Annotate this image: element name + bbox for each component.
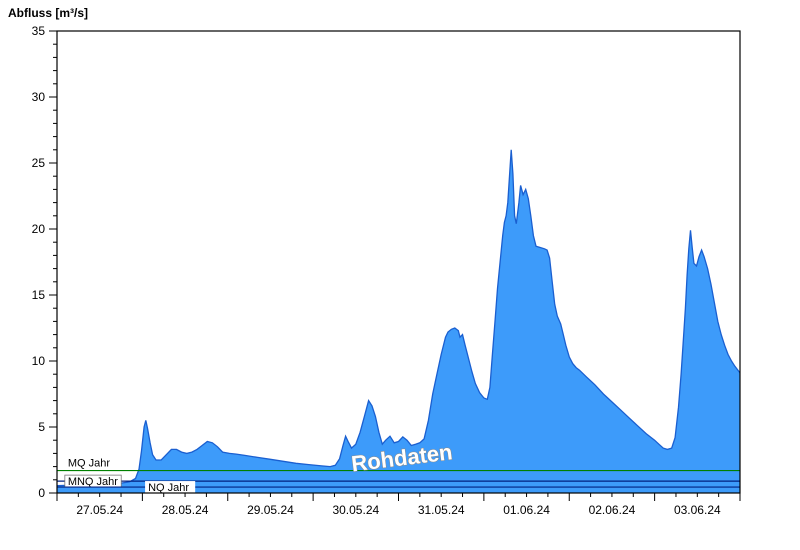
- x-tick-label: 31.05.24: [418, 503, 465, 517]
- reference-line-mq-jahr: MQ Jahr: [57, 456, 740, 472]
- y-tick-label: 25: [32, 156, 46, 170]
- y-tick-label: 30: [32, 90, 46, 104]
- x-tick-label: 03.06.24: [674, 503, 721, 517]
- x-axis: 27.05.24 28.05.24 29.05.24 30.05.24 31.05.24…: [56, 493, 741, 517]
- x-tick-label: 28.05.24: [162, 503, 209, 517]
- y-axis-title: Abfluss [m³/s]: [8, 6, 89, 20]
- x-tick-label: 02.06.24: [589, 503, 636, 517]
- discharge-line: [56, 149, 741, 487]
- x-tick-label: 27.05.24: [76, 503, 123, 517]
- x-tick-label: 29.05.24: [247, 503, 294, 517]
- svg-text:NQ Jahr: NQ Jahr: [148, 482, 189, 494]
- plot-area: [57, 31, 740, 493]
- y-tick-label: 15: [32, 288, 46, 302]
- plot-frame: [56, 30, 741, 494]
- y-tick-label: 35: [32, 24, 46, 38]
- y-tick-label: 5: [38, 420, 45, 434]
- y-axis: 0 5 10 15 20 25 30 35: [32, 24, 57, 500]
- x-tick-label: 30.05.24: [332, 503, 379, 517]
- discharge-area: [57, 149, 740, 494]
- svg-text:MQ Jahr: MQ Jahr: [68, 458, 111, 470]
- y-tick-label: 0: [38, 486, 45, 500]
- svg-text:MNQ Jahr: MNQ Jahr: [68, 476, 118, 488]
- reference-line-nq-jahr: NQ Jahr: [57, 481, 740, 494]
- x-tick-label: 01.06.24: [503, 503, 550, 517]
- y-tick-label: 10: [32, 354, 46, 368]
- y-tick-label: 20: [32, 222, 46, 236]
